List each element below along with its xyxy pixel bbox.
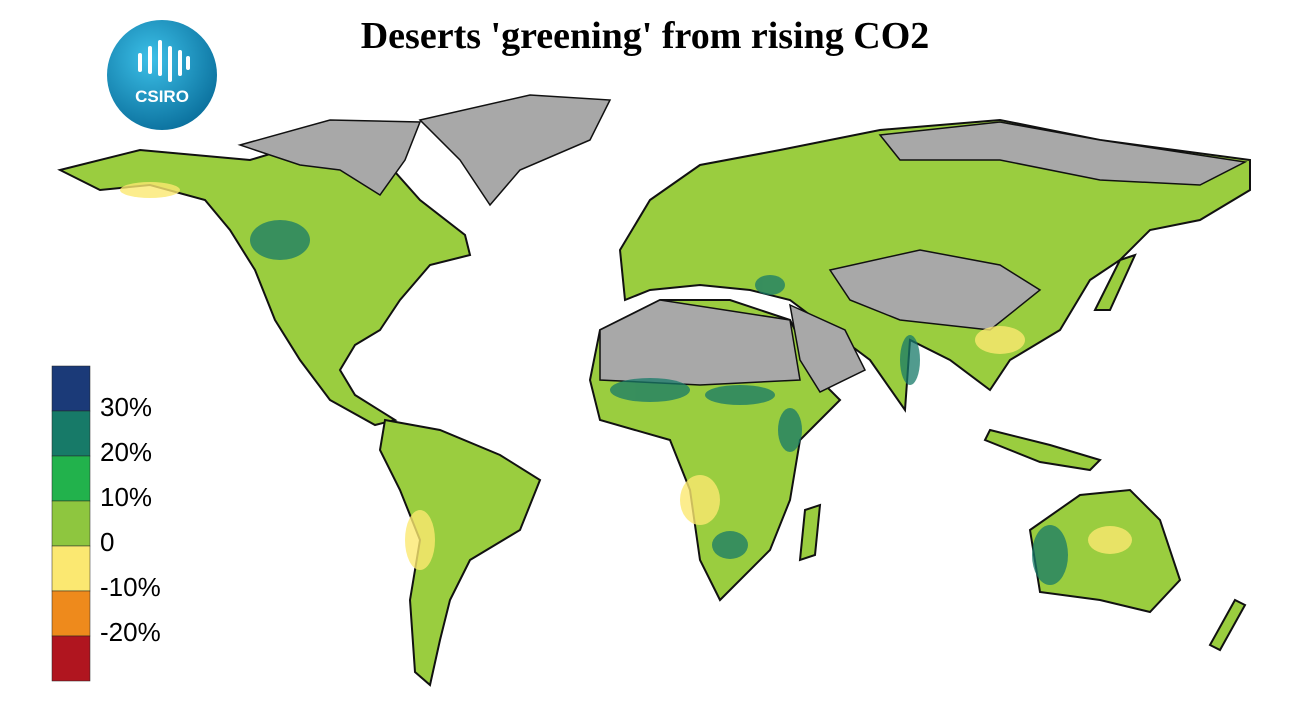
title: Deserts 'greening' from rising CO2 <box>361 15 930 57</box>
arctic-islands <box>237 119 422 197</box>
arabia <box>789 303 867 393</box>
north-america <box>57 143 472 427</box>
legend-swatch <box>51 410 91 457</box>
greening-patches <box>250 220 1068 585</box>
browning-patches <box>120 182 1132 570</box>
legend-label: 30% <box>100 392 152 422</box>
legend-label: 20% <box>100 437 152 467</box>
logo-circle <box>107 20 217 130</box>
legend-swatch <box>51 635 91 682</box>
legend-swatch <box>51 590 91 637</box>
indonesia <box>983 428 1102 472</box>
south-america <box>378 418 542 687</box>
legend-label: 0 <box>100 527 114 557</box>
new-zealand <box>1208 598 1247 652</box>
greenland <box>418 94 612 207</box>
legend-label: 10% <box>100 482 152 512</box>
legend-swatch <box>51 500 91 547</box>
legend-swatch <box>51 455 91 502</box>
madagascar <box>798 503 822 562</box>
legend-label: -20% <box>100 617 161 647</box>
sahara <box>599 299 801 386</box>
logo-text: CSIRO <box>135 87 189 106</box>
japan <box>1093 253 1137 311</box>
legend-label: -10% <box>100 572 161 602</box>
legend-swatch <box>51 545 91 592</box>
legend-swatch <box>51 365 91 412</box>
logo-bars <box>138 40 190 82</box>
logo: CSIRO <box>107 20 217 130</box>
siberia-gray <box>878 121 1248 186</box>
central-asia-gray <box>828 249 1042 331</box>
legend: 30% 20% 10% 0 -10% -20% <box>51 365 161 682</box>
world-map <box>57 94 1251 687</box>
